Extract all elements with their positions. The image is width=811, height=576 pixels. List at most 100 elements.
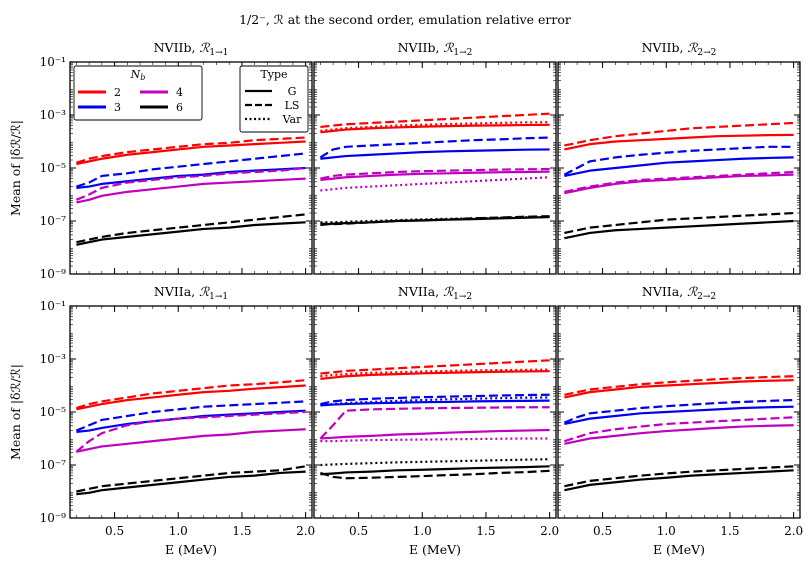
series-line-nb2-ls (320, 112, 550, 129)
panel-NVIIa-R2to2: NVIIa, ℛ2→2 0.5 1.0 1.5 2.0 E (MeV) (557, 284, 803, 557)
series-group (563, 121, 794, 240)
panel-NVIIa-R1to2: NVIIa, ℛ1→2 0.5 1.0 1.5 2.0 E (MeV) (313, 284, 559, 557)
series-line-nb6-g (320, 465, 550, 476)
series-line-nb2-var (320, 368, 550, 378)
x-tick-label: 0.5 (105, 524, 124, 538)
series-line-nb2-ls (564, 375, 794, 396)
series-line-nb4-ls (75, 166, 306, 201)
series-line-nb3-ls (75, 400, 306, 432)
y-axis-label: Mean of |δℛ/ℛ| (8, 364, 23, 460)
series-line-nb4-var (320, 437, 550, 443)
y-tick-label: 10⁻⁹ (40, 511, 67, 525)
series-line-nb3-ls (563, 398, 794, 424)
series-line-nb4-g (564, 173, 794, 195)
legend-label-g: G (288, 85, 297, 98)
series-line-nb3-ls (563, 145, 794, 176)
y-tick-label: 10⁻⁵ (40, 405, 67, 419)
legend-label-nb4: 4 (176, 86, 183, 99)
series-line-nb6-var (320, 458, 550, 467)
y-tick-label: 10⁻⁹ (40, 267, 67, 281)
panel-NVIIb-R2to2: NVIIb, ℛ2→2 (557, 40, 801, 275)
panel-title: NVIIa, ℛ1→1 (154, 284, 228, 302)
x-tick-label: 0.5 (593, 524, 612, 538)
series-line-nb3-g (320, 148, 550, 160)
x-tick-label: 1.5 (720, 524, 739, 538)
y-tick-label: 10⁻⁷ (40, 458, 67, 472)
axes-frame (313, 305, 557, 519)
legend-label-ls: LS (285, 99, 300, 112)
legend-nb: Nb 2 4 3 6 (73, 65, 203, 121)
panel-title: NVIIa, ℛ1→2 (398, 284, 472, 302)
legend-label-nb6: 6 (176, 101, 183, 114)
series-line-nb6-g (76, 470, 306, 496)
series-line-nb6-ls (564, 211, 794, 235)
series-line-nb3-g (564, 405, 794, 426)
series-group (563, 375, 794, 492)
y-axis-label: Mean of |δℛ/ℛ| (8, 120, 23, 216)
legend-label-nb2: 2 (114, 86, 121, 99)
series-line-nb2-ls (76, 136, 306, 164)
series-line-nb3-g (564, 156, 794, 178)
panel-title: NVIIb, ℛ1→1 (154, 40, 229, 58)
y-tick-label: 10⁻⁵ (40, 161, 67, 175)
series-line-nb2-var (320, 121, 550, 132)
series-line-nb6-ls (76, 213, 306, 244)
panel-title: NVIIa, ℛ2→2 (642, 284, 716, 302)
series-line-nb4-ls (320, 167, 550, 180)
series-line-nb6-ls (76, 465, 306, 493)
series-line-nb2-g (320, 123, 550, 134)
series-line-nb4-ls (564, 416, 794, 443)
panel-title: NVIIb, ℛ1→2 (398, 40, 473, 58)
legend-box (239, 65, 309, 133)
x-tick-label: 0.5 (349, 524, 368, 538)
x-tick-label: 1.0 (657, 524, 676, 538)
series-group (75, 136, 306, 246)
series-line-nb3-g (320, 399, 550, 407)
x-tick-label: 1.0 (169, 524, 188, 538)
series-line-nb2-g (76, 384, 306, 411)
panel-title: NVIIb, ℛ2→2 (642, 40, 717, 58)
series-group (75, 379, 306, 496)
series-line-nb4-g (76, 177, 306, 204)
y-tick-label: 10⁻³ (40, 352, 67, 366)
series-line-nb3-g (76, 166, 306, 189)
x-tick-label: 2.0 (540, 524, 559, 538)
series-line-nb4-ls (564, 170, 794, 193)
series-group (319, 112, 550, 227)
series-line-nb6-g (564, 219, 794, 240)
series-line-nb4-ls (319, 406, 550, 440)
series-line-nb4-var (320, 176, 550, 192)
legend-label-nb3: 3 (114, 101, 121, 114)
series-line-nb6-g (76, 221, 306, 246)
x-tick-label: 1.5 (476, 524, 495, 538)
x-tick-label: 1.0 (413, 524, 432, 538)
y-tick-label: 10⁻¹ (40, 55, 66, 69)
panel-NVIIb-R1to2: NVIIb, ℛ1→2 (313, 40, 557, 275)
series-line-nb6-ls (564, 465, 794, 488)
x-tick-label: 1.5 (232, 524, 251, 538)
series-line-nb4-g (320, 170, 550, 182)
y-tick-label: 10⁻³ (40, 108, 67, 122)
series-line-nb4-g (564, 424, 794, 445)
series-line-nb4-g (320, 428, 550, 440)
panels: NVIIb, ℛ1→1 10⁻⁹ 10⁻⁷ 10⁻⁵ 10⁻³ 10⁻¹ Mean of |… (8, 40, 803, 557)
series-line-nb3-ls (76, 152, 306, 188)
series-group (319, 359, 550, 480)
panel-NVIIb-R1to1: NVIIb, ℛ1→1 10⁻⁹ 10⁻⁷ 10⁻⁵ 10⁻³ 10⁻¹ Mean of |… (8, 40, 313, 281)
series-line-nb6-g (564, 469, 794, 492)
series-line-nb2-g (76, 140, 306, 166)
series-line-nb6-ls (320, 469, 550, 480)
x-axis-label: E (MeV) (409, 542, 461, 557)
figure-title: 1/2⁻, ℛ at the second order, emulation r… (239, 12, 571, 27)
y-tick-label: 10⁻⁷ (40, 214, 67, 228)
x-axis-label: E (MeV) (653, 542, 705, 557)
legend-title: Nb (130, 68, 146, 82)
series-line-nb2-g (320, 370, 550, 380)
series-line-nb3-ls (320, 393, 550, 406)
series-line-nb6-var (320, 215, 550, 224)
x-tick-label: 2.0 (784, 524, 803, 538)
axes-frame (557, 61, 801, 275)
series-line-nb2-ls (320, 359, 550, 375)
